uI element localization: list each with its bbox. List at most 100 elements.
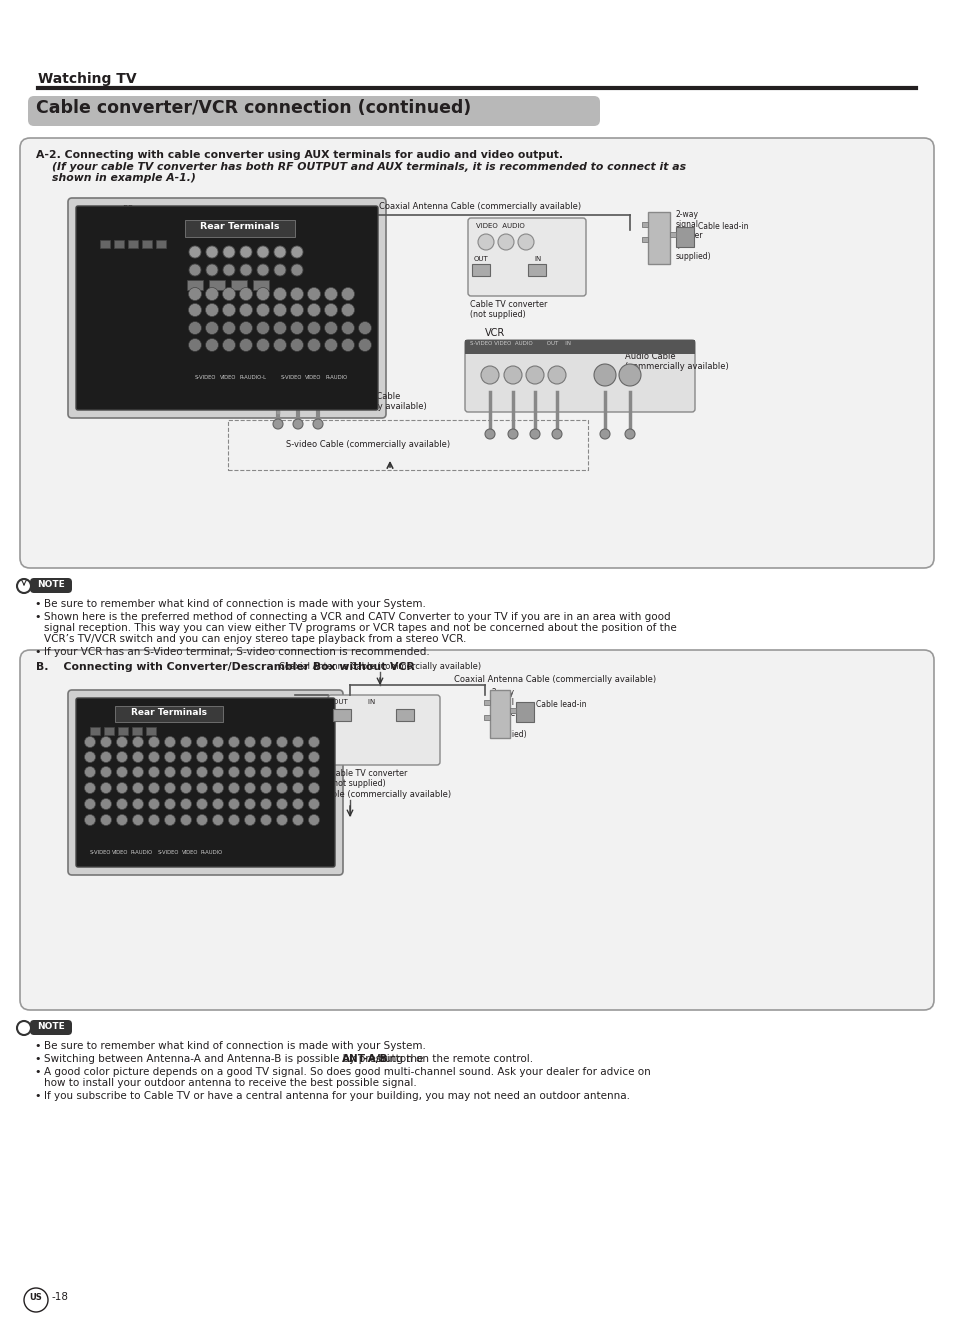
- Circle shape: [239, 339, 253, 351]
- Circle shape: [180, 783, 192, 793]
- Circle shape: [222, 322, 235, 335]
- Circle shape: [307, 339, 320, 351]
- Circle shape: [85, 783, 95, 793]
- FancyBboxPatch shape: [20, 650, 933, 1010]
- Text: VCR: VCR: [484, 328, 505, 338]
- Circle shape: [256, 322, 269, 335]
- Circle shape: [260, 737, 272, 748]
- Text: Rear Terminals: Rear Terminals: [200, 222, 279, 230]
- Circle shape: [189, 247, 201, 259]
- Bar: [228, 419, 587, 470]
- Circle shape: [229, 766, 239, 777]
- Bar: [669, 232, 676, 237]
- Circle shape: [239, 303, 253, 316]
- Circle shape: [223, 264, 234, 276]
- Circle shape: [274, 339, 286, 351]
- Circle shape: [100, 752, 112, 762]
- Text: US: US: [30, 1293, 42, 1302]
- Text: VIDEO: VIDEO: [219, 375, 236, 381]
- Circle shape: [260, 815, 272, 825]
- Circle shape: [274, 264, 286, 276]
- FancyBboxPatch shape: [468, 218, 585, 296]
- Circle shape: [256, 303, 269, 316]
- Text: -18: -18: [52, 1292, 69, 1302]
- Circle shape: [484, 429, 495, 440]
- Circle shape: [276, 815, 287, 825]
- Text: ANT-A/B: ANT-A/B: [341, 1055, 388, 1064]
- Circle shape: [149, 783, 159, 793]
- Circle shape: [244, 783, 255, 793]
- Text: Watching TV: Watching TV: [38, 72, 136, 86]
- Circle shape: [599, 429, 609, 440]
- Bar: [641, 222, 647, 226]
- Circle shape: [100, 815, 112, 825]
- Circle shape: [274, 322, 286, 335]
- Circle shape: [85, 799, 95, 809]
- Circle shape: [244, 799, 255, 809]
- Circle shape: [164, 752, 175, 762]
- Circle shape: [497, 234, 514, 251]
- Circle shape: [358, 339, 371, 351]
- Text: how to install your outdoor antenna to receive the best possible signal.: how to install your outdoor antenna to r…: [44, 1077, 416, 1088]
- Circle shape: [222, 288, 235, 300]
- Circle shape: [244, 815, 255, 825]
- Text: Audio Cable
(commercially available): Audio Cable (commercially available): [624, 352, 728, 371]
- Text: If you subscribe to Cable TV or have a central antenna for your building, you ma: If you subscribe to Cable TV or have a c…: [44, 1091, 629, 1101]
- Circle shape: [229, 752, 239, 762]
- Text: OUT: OUT: [474, 256, 488, 263]
- Circle shape: [256, 288, 269, 300]
- Text: R-AUDIO-L: R-AUDIO-L: [239, 375, 266, 381]
- Circle shape: [85, 737, 95, 748]
- Circle shape: [132, 815, 143, 825]
- Text: signal reception. This way you can view either TV programs or VCR tapes and not : signal reception. This way you can view …: [44, 623, 676, 632]
- Circle shape: [503, 366, 521, 385]
- Circle shape: [149, 737, 159, 748]
- Circle shape: [149, 766, 159, 777]
- Circle shape: [240, 247, 252, 259]
- Circle shape: [149, 799, 159, 809]
- Bar: [641, 237, 647, 243]
- Circle shape: [307, 303, 320, 316]
- Circle shape: [196, 783, 208, 793]
- Text: •: •: [34, 1067, 40, 1077]
- Bar: [156, 240, 166, 248]
- Bar: [472, 264, 490, 276]
- Circle shape: [341, 288, 355, 300]
- Bar: [676, 226, 693, 247]
- Text: 2-way
signal
splitter
(not
supplied): 2-way signal splitter (not supplied): [492, 687, 527, 738]
- Circle shape: [358, 322, 371, 335]
- Bar: [146, 728, 156, 736]
- Circle shape: [116, 766, 128, 777]
- Text: Cable lead-in: Cable lead-in: [698, 222, 748, 230]
- Circle shape: [480, 366, 498, 385]
- Circle shape: [222, 303, 235, 316]
- Circle shape: [85, 752, 95, 762]
- Text: Switching between Antenna-A and Antenna-B is possible by pressing the: Switching between Antenna-A and Antenna-…: [44, 1055, 426, 1064]
- Text: Coaxial Antenna Cable (commercially available): Coaxial Antenna Cable (commercially avai…: [278, 662, 480, 671]
- Text: S-VIDEO: S-VIDEO: [90, 850, 111, 855]
- Circle shape: [213, 799, 223, 809]
- Text: B.    Connecting with Converter/Descrambler Box without VCR: B. Connecting with Converter/Descrambler…: [36, 662, 415, 671]
- Circle shape: [324, 322, 337, 335]
- Circle shape: [341, 322, 355, 335]
- Text: NOTE: NOTE: [37, 580, 65, 590]
- Circle shape: [116, 752, 128, 762]
- Circle shape: [244, 752, 255, 762]
- Text: S-VIDEO: S-VIDEO: [194, 375, 215, 381]
- Circle shape: [164, 783, 175, 793]
- Bar: [253, 280, 269, 289]
- Circle shape: [180, 752, 192, 762]
- Bar: [128, 240, 138, 248]
- Bar: [333, 709, 351, 721]
- Circle shape: [525, 366, 543, 385]
- Circle shape: [313, 419, 323, 429]
- Bar: [118, 728, 128, 736]
- FancyBboxPatch shape: [76, 206, 377, 410]
- Circle shape: [213, 737, 223, 748]
- Circle shape: [308, 752, 319, 762]
- Circle shape: [180, 737, 192, 748]
- Bar: [464, 340, 695, 354]
- Text: Cable TV converter
(not supplied): Cable TV converter (not supplied): [470, 300, 547, 319]
- Circle shape: [196, 752, 208, 762]
- Circle shape: [517, 234, 534, 251]
